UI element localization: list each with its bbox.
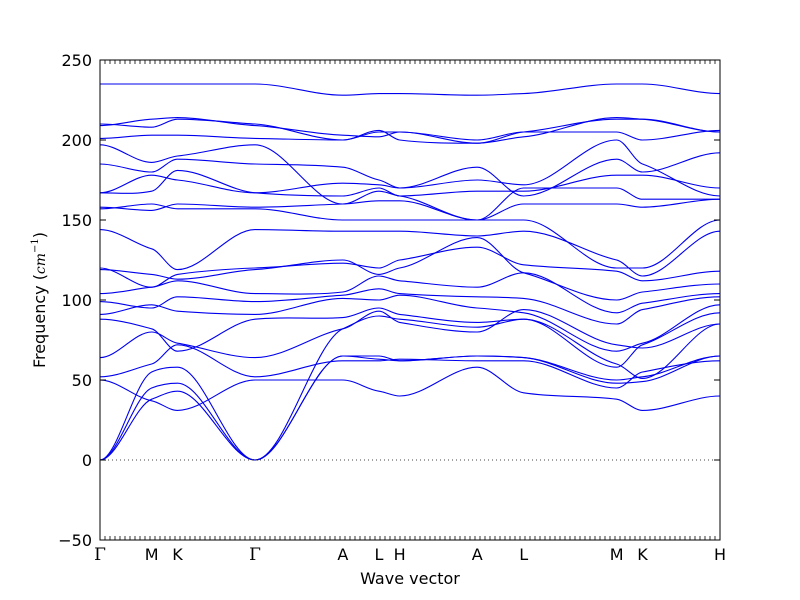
y-tick-label: 0 <box>82 451 92 470</box>
x-tick-label: Γ <box>249 545 261 565</box>
x-tick-label: K <box>172 545 183 564</box>
band-19 <box>100 144 720 221</box>
plot-frame <box>99 59 721 541</box>
band-1 <box>100 355 720 461</box>
y-tick-label: 200 <box>61 131 92 150</box>
band-21 <box>100 117 720 144</box>
y-axis-label-text: Frequency ( <box>30 274 49 368</box>
y-tick-label: 50 <box>72 371 92 390</box>
band-6 <box>100 309 720 359</box>
y-axis-label: Frequency (cm−1) <box>30 232 49 368</box>
x-tick-label: L <box>375 545 384 564</box>
band-9 <box>100 288 720 325</box>
y-tick-labels: −50 0 50 100 150 200 250 <box>58 51 92 550</box>
band-16 <box>100 139 720 197</box>
x-tick-label: L <box>519 545 528 564</box>
band-3 <box>100 315 720 461</box>
x-tick-label: M <box>145 545 159 564</box>
band-2 <box>100 355 720 461</box>
x-tick-label: H <box>714 545 726 564</box>
band-18 <box>100 152 720 197</box>
x-axis-label: Wave vector <box>360 569 460 588</box>
y-axis-label-exponent: −1 <box>30 238 41 253</box>
x-tick-label: M <box>610 545 624 564</box>
band-22 <box>100 117 720 144</box>
band-14 <box>100 203 720 269</box>
band-11 <box>100 237 720 301</box>
band-20 <box>100 129 720 141</box>
x-tick-label: H <box>394 545 406 564</box>
y-tick-label: 150 <box>61 211 92 230</box>
tick-marks <box>99 59 721 541</box>
y-tick-label: 100 <box>61 291 92 310</box>
y-tick-label: 250 <box>61 51 92 70</box>
x-tick-label: K <box>637 545 648 564</box>
band-8 <box>100 294 720 352</box>
x-tick-label: A <box>472 545 483 564</box>
band-15 <box>100 198 720 221</box>
x-tick-label: Γ <box>94 545 106 565</box>
x-tick-label: A <box>337 545 348 564</box>
dispersion-series-group <box>100 83 720 461</box>
band-7 <box>100 307 720 368</box>
y-axis-label-close: ) <box>30 232 49 238</box>
y-axis-label-unit: cm <box>33 253 49 274</box>
band-12 <box>100 246 720 288</box>
band-13 <box>100 229 720 277</box>
band-23 <box>100 83 720 96</box>
band-5 <box>100 344 720 389</box>
band-17 <box>100 169 720 197</box>
y-tick-label: −50 <box>58 531 92 550</box>
band-4 <box>100 366 720 411</box>
band-10 <box>100 272 720 314</box>
